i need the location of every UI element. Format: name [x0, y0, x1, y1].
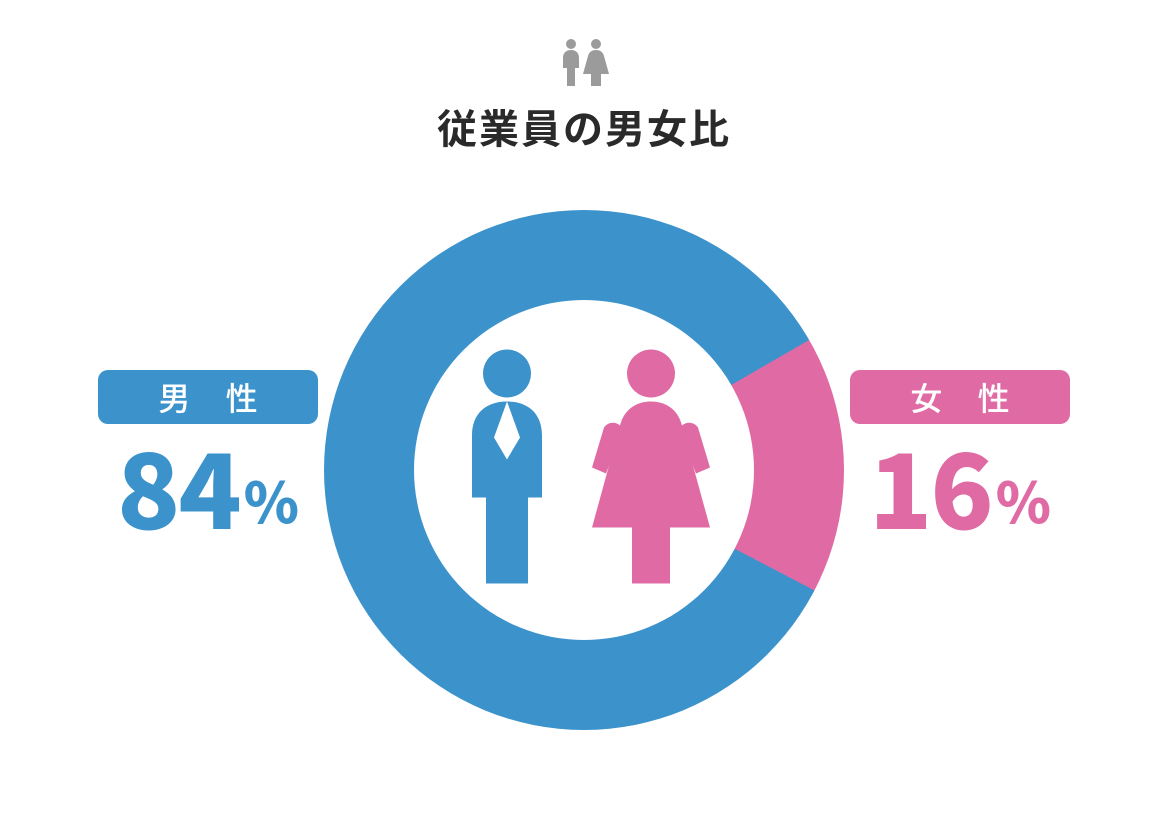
male-value: 84% — [88, 432, 328, 536]
infographic-root: 従業員の男女比 — [0, 0, 1168, 833]
donut-chart — [324, 210, 844, 730]
male-number: 84 — [117, 408, 240, 559]
percent-sign: % — [244, 459, 299, 540]
female-stat: 女 性 16% — [840, 370, 1080, 536]
center-icons — [452, 348, 716, 593]
percent-sign: % — [996, 459, 1051, 540]
people-icon — [556, 36, 612, 93]
man-icon — [452, 348, 562, 593]
chart-title: 従業員の男女比 — [0, 97, 1168, 155]
woman-icon — [586, 348, 716, 593]
header: 従業員の男女比 — [0, 36, 1168, 155]
female-value: 16% — [840, 432, 1080, 536]
male-stat: 男 性 84% — [88, 370, 328, 536]
female-number: 16 — [869, 408, 992, 559]
